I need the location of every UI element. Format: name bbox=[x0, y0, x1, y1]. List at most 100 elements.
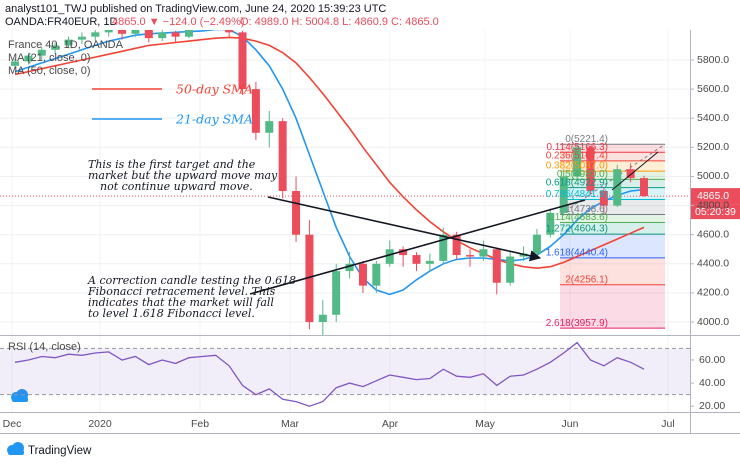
instrument-label: France 40, 1D, OANDA bbox=[8, 39, 124, 51]
x-tick-label: Dec bbox=[3, 418, 22, 430]
legend-entry: MA (21, close, 0) bbox=[8, 52, 91, 64]
candle-body bbox=[599, 191, 608, 206]
annotation: Fibonacci retracement level. This bbox=[87, 285, 276, 298]
annotation: indicates that the market will fall bbox=[88, 296, 274, 309]
candle-body bbox=[479, 249, 488, 257]
fib-zone bbox=[560, 222, 665, 235]
candle-body bbox=[225, 30, 234, 33]
fib-label: 0.114(5166.3) bbox=[546, 142, 608, 153]
candle-body bbox=[466, 255, 475, 257]
candle-body bbox=[439, 234, 448, 261]
fib-zone bbox=[560, 187, 665, 200]
y-tick-label: 4600.0 bbox=[697, 228, 729, 240]
candle-body bbox=[118, 30, 127, 34]
fib-zone bbox=[560, 199, 665, 215]
candle-body bbox=[546, 212, 555, 235]
countdown-tag bbox=[691, 204, 740, 220]
trend-line bbox=[611, 151, 659, 191]
candle-body bbox=[345, 263, 354, 272]
candle-body bbox=[131, 30, 140, 34]
candle-body bbox=[385, 249, 394, 264]
y-tick-label: 5400.0 bbox=[697, 112, 729, 124]
fib-zone bbox=[560, 257, 665, 285]
brand: TradingView bbox=[28, 445, 92, 457]
candle-body bbox=[24, 55, 33, 62]
candle-body bbox=[492, 249, 501, 283]
y-tick-label: 5000.0 bbox=[697, 170, 729, 182]
candle-body bbox=[412, 255, 421, 264]
overlay: 0(5221.4)0.114(5166.3)0.236(5107.4)0.382… bbox=[8, 39, 740, 329]
annotation: market but the upward move may bbox=[88, 169, 278, 182]
candle-body bbox=[640, 178, 648, 197]
candle-body bbox=[626, 169, 635, 179]
x-tick-label: Jun bbox=[562, 418, 579, 430]
fib-zone bbox=[560, 144, 665, 153]
rsi-line bbox=[14, 341, 645, 407]
fib-label: 2(4256.1) bbox=[565, 274, 608, 285]
annotation: not continue upward move. bbox=[100, 180, 253, 193]
candle-body bbox=[51, 45, 60, 50]
candle-body bbox=[104, 30, 113, 33]
candle-body bbox=[358, 263, 367, 286]
fib-label: 0.786(4841.9) bbox=[546, 189, 608, 200]
y-tick-label: 4200.0 bbox=[697, 287, 729, 299]
fib-label: 0(5221.4) bbox=[565, 134, 608, 145]
fib-zone bbox=[560, 284, 665, 329]
annotation: A correction candle testing the 0.618 bbox=[87, 274, 296, 287]
candle-body bbox=[77, 36, 86, 40]
candle-body bbox=[158, 32, 167, 39]
trend-line bbox=[249, 199, 586, 295]
countdown: 05:20:39 bbox=[695, 206, 736, 218]
fib-label: 1.618(4440.4) bbox=[546, 248, 608, 259]
y-tick-label: 4000.0 bbox=[697, 316, 729, 328]
candle-body bbox=[238, 32, 247, 90]
candle-body bbox=[91, 32, 100, 37]
y-tick-label: 5600.0 bbox=[697, 83, 729, 95]
sma-label: 50-day SMA bbox=[176, 82, 253, 97]
candle-body bbox=[278, 121, 287, 192]
sma-line bbox=[14, 36, 645, 270]
candle-body bbox=[532, 234, 541, 254]
annotation: This is the first target and the bbox=[88, 158, 256, 171]
y-tick-label: 4800.0 bbox=[697, 199, 729, 211]
candle-body bbox=[184, 30, 193, 37]
candle-body bbox=[452, 234, 461, 256]
candle-body bbox=[305, 234, 314, 323]
candle-body bbox=[332, 271, 341, 315]
brand-logo bbox=[7, 442, 24, 455]
candle-body bbox=[559, 176, 568, 213]
candle-body bbox=[265, 121, 274, 133]
candle-body bbox=[586, 147, 595, 192]
sma-label: 21-day SMA bbox=[175, 112, 253, 127]
price-pane bbox=[0, 30, 690, 335]
trend-lines bbox=[249, 151, 659, 295]
candle-body bbox=[171, 32, 180, 37]
candle-body bbox=[251, 89, 260, 133]
header-title: analyst101_TWJ published on TradingView.… bbox=[5, 3, 386, 15]
header-symbol: OANDA:FR40EUR, 1D bbox=[5, 16, 118, 28]
y-tick-label: 4400.0 bbox=[697, 258, 729, 270]
fib-zone bbox=[560, 179, 665, 188]
candle-body bbox=[425, 260, 434, 264]
candle-body bbox=[573, 147, 582, 177]
rsi-label: RSI (14, close) bbox=[8, 341, 81, 353]
candle-body bbox=[292, 191, 301, 235]
x-tick-label: Mar bbox=[281, 418, 300, 430]
fib-label: 1.114(4683.6) bbox=[546, 212, 608, 223]
candle-body bbox=[613, 169, 622, 206]
candle-body bbox=[318, 314, 327, 323]
annotation: to level 1.618 Fibonacci level. bbox=[88, 307, 255, 320]
price-tag bbox=[691, 188, 740, 205]
candle-body bbox=[506, 256, 515, 283]
candle-body bbox=[64, 39, 73, 46]
candle-body bbox=[11, 61, 19, 66]
y-tick-label: 5200.0 bbox=[697, 141, 729, 153]
x-tick-label: May bbox=[475, 418, 496, 430]
candle-body bbox=[372, 263, 381, 286]
rsi-tick-label: 40.00 bbox=[699, 377, 725, 389]
fib-label: 1(4738.6) bbox=[565, 204, 608, 215]
rsi-tick-label: 60.00 bbox=[699, 354, 725, 366]
header-change: 4865.0 ▼ −124.0 (−2.49%) bbox=[112, 16, 245, 28]
x-tick-label: Apr bbox=[382, 418, 399, 430]
